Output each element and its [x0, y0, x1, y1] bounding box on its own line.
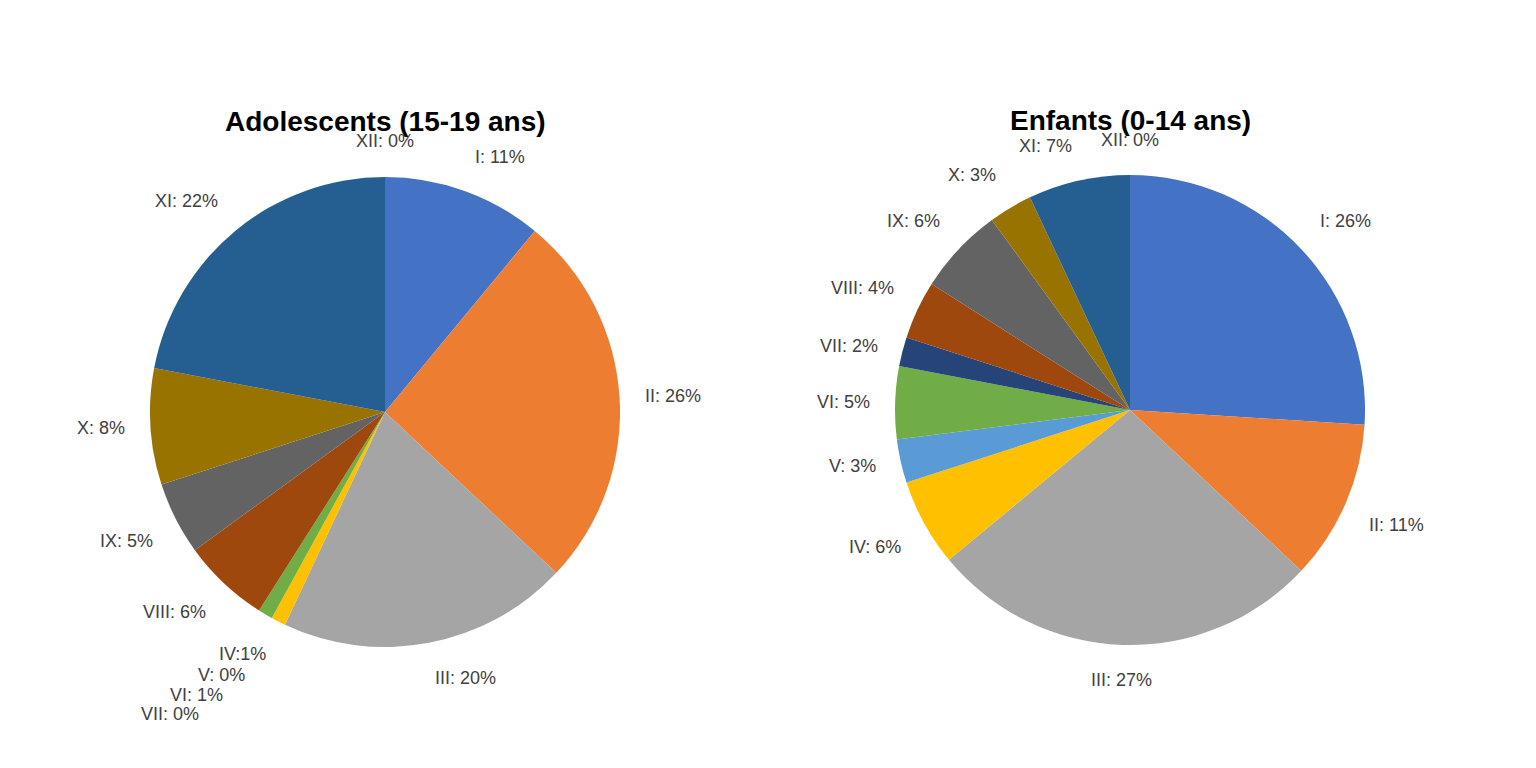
- svg-text:VIII: 6%: VIII: 6%: [143, 602, 206, 622]
- svg-text:Enfants (0-14 ans): Enfants (0-14 ans): [1010, 105, 1251, 136]
- svg-text:VIII: 4%: VIII: 4%: [831, 278, 894, 298]
- svg-text:IX: 5%: IX: 5%: [100, 531, 153, 551]
- svg-text:X: 3%: X: 3%: [948, 165, 996, 185]
- svg-text:Adolescents (15-19 ans): Adolescents (15-19 ans): [225, 106, 546, 137]
- svg-text:VII: 2%: VII: 2%: [820, 336, 878, 356]
- svg-text:III: 27%: III: 27%: [1091, 670, 1152, 690]
- svg-text:II: 11%: II: 11%: [1369, 515, 1424, 535]
- svg-text:XI: 22%: XI: 22%: [155, 191, 218, 211]
- svg-text:II: 26%: II: 26%: [645, 386, 701, 406]
- svg-text:V: 3%: V: 3%: [829, 456, 876, 476]
- svg-text:VI: 5%: VI: 5%: [817, 392, 870, 412]
- svg-text:IV: 6%: IV: 6%: [849, 537, 901, 557]
- svg-text:XII: 0%: XII: 0%: [356, 131, 414, 151]
- svg-text:IV:1%: IV:1%: [219, 644, 266, 664]
- svg-text:VI: 1%: VI: 1%: [170, 685, 223, 705]
- svg-text:I: 11%: I: 11%: [475, 147, 525, 167]
- svg-text:I: 26%: I: 26%: [1320, 211, 1371, 231]
- svg-text:III: 20%: III: 20%: [435, 668, 496, 688]
- svg-text:V: 0%: V: 0%: [198, 665, 245, 685]
- svg-text:X: 8%: X: 8%: [77, 418, 125, 438]
- svg-text:IX: 6%: IX: 6%: [887, 211, 940, 231]
- svg-text:XI: 7%: XI: 7%: [1019, 136, 1072, 156]
- svg-text:XII: 0%: XII: 0%: [1101, 130, 1159, 150]
- svg-text:VII: 0%: VII: 0%: [141, 704, 199, 724]
